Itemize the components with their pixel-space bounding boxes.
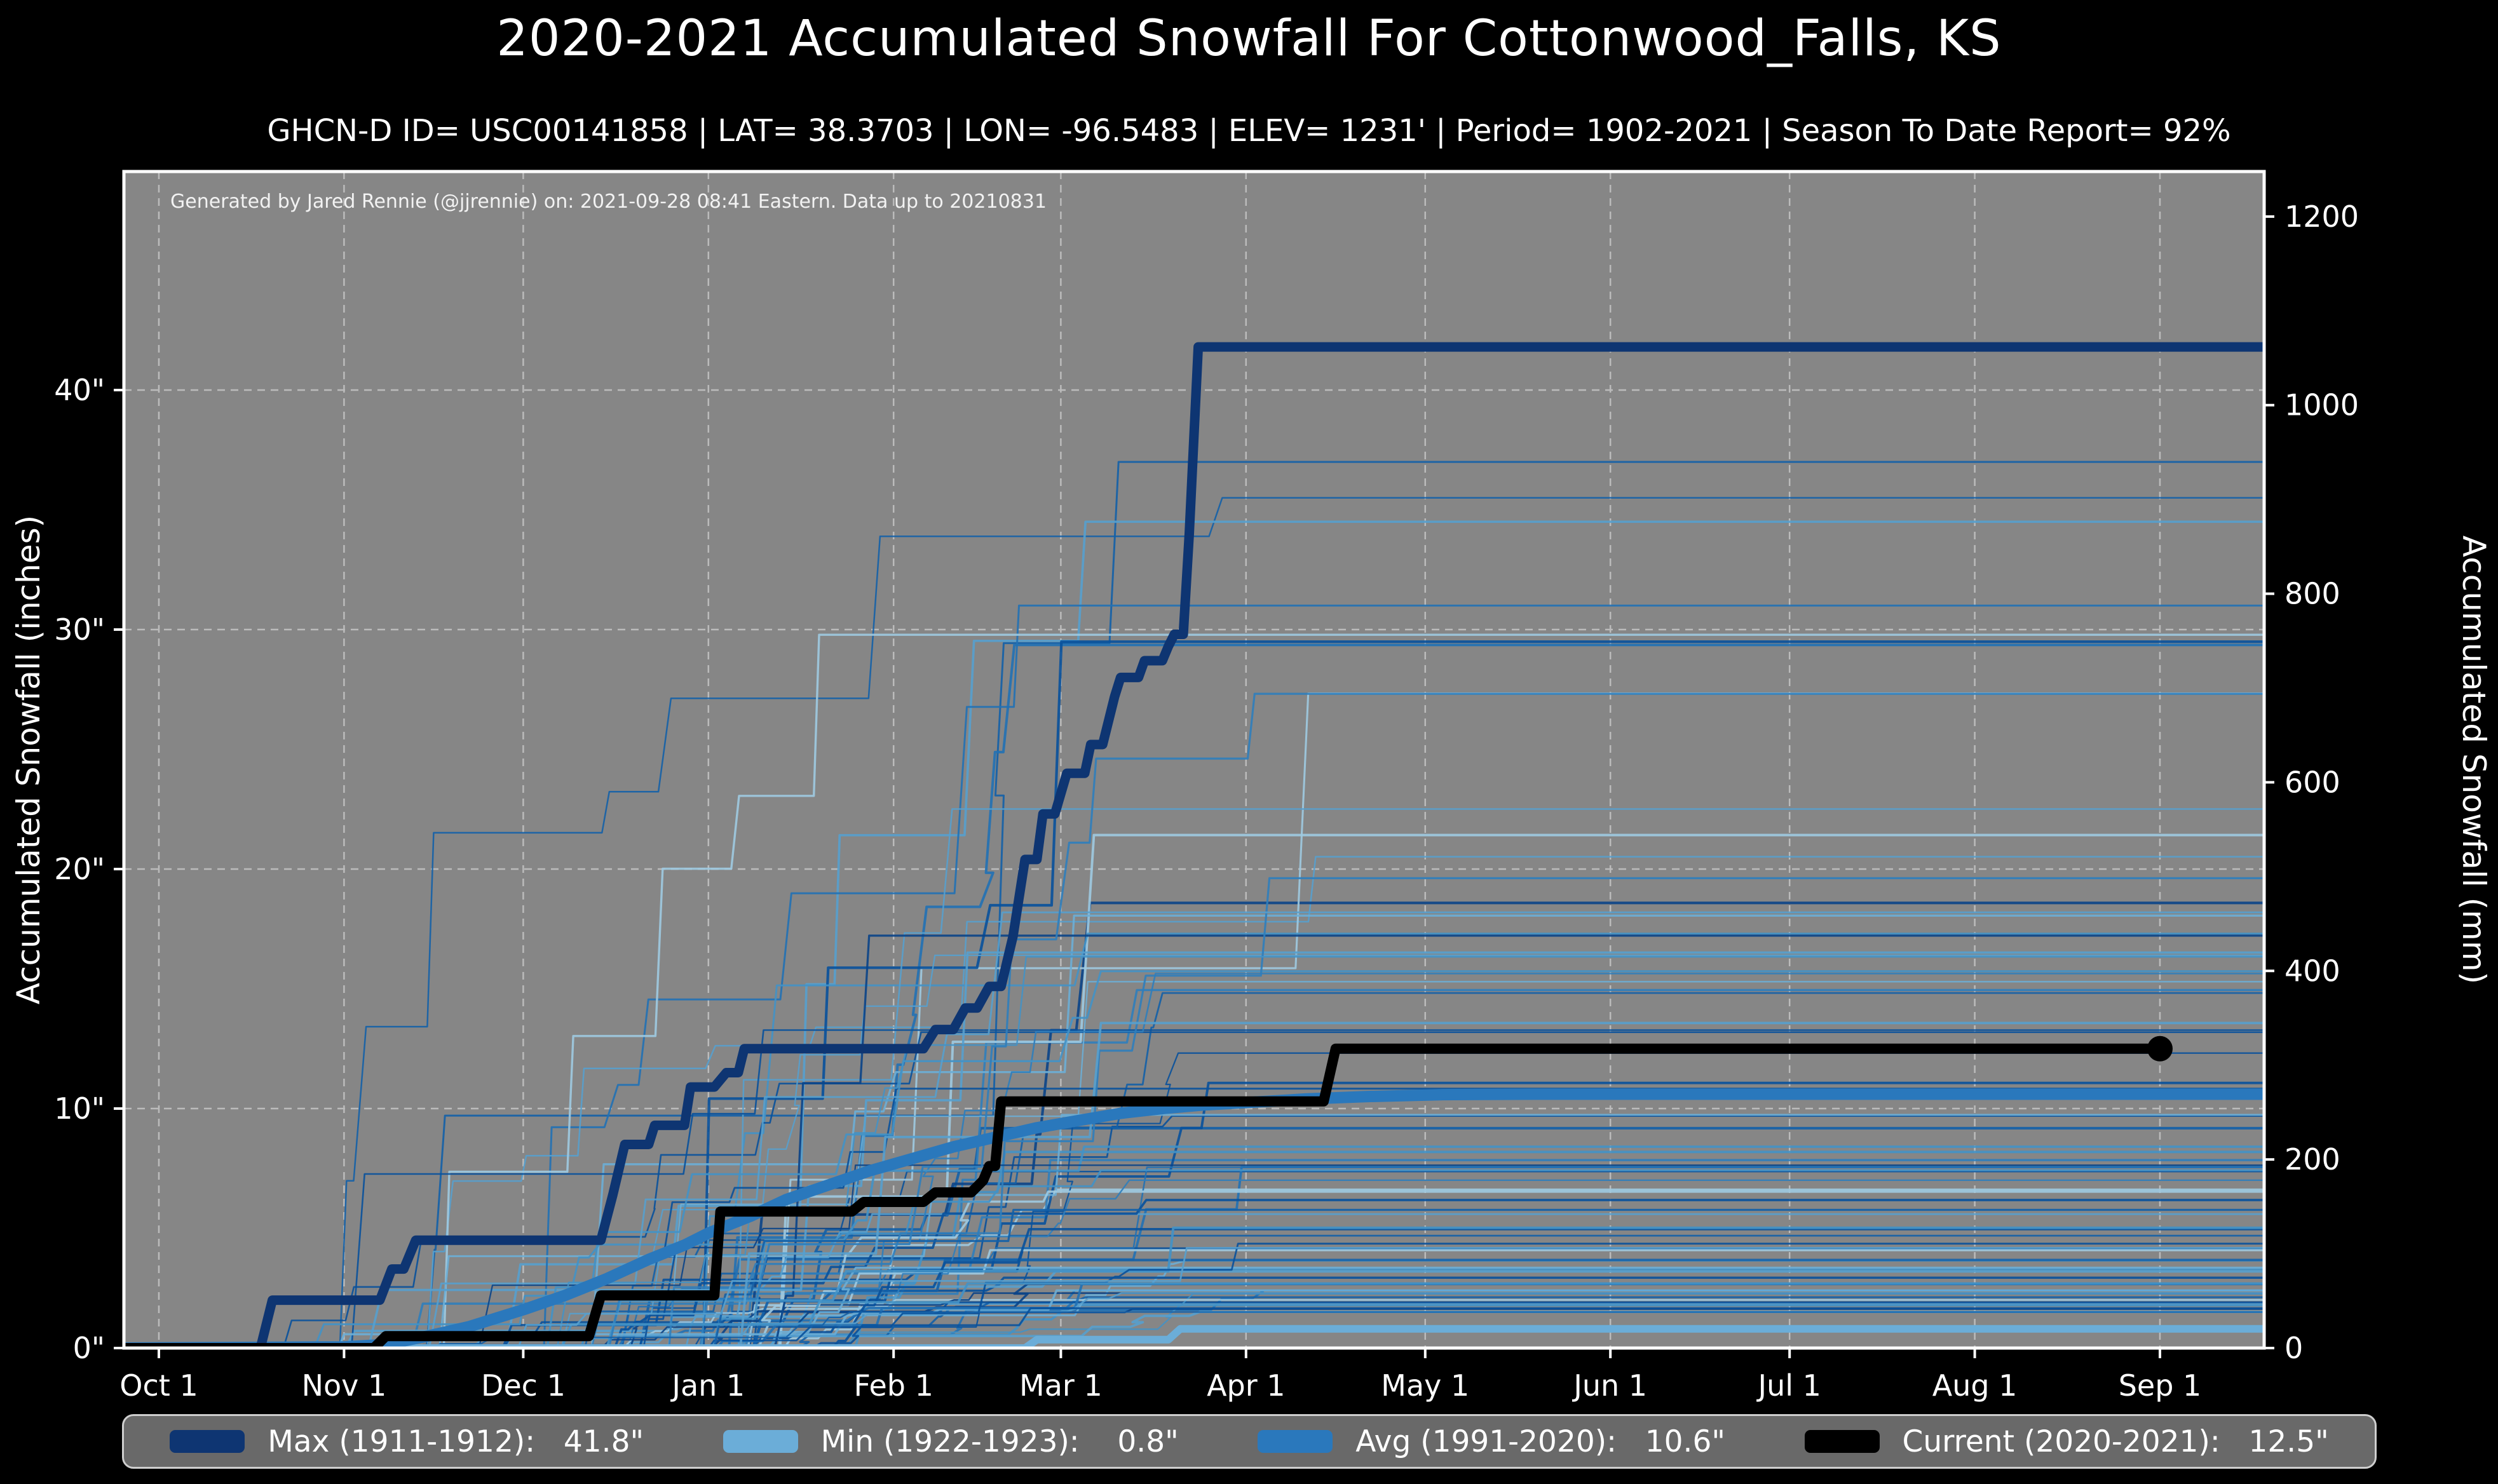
bg-year-line <box>124 633 2264 1348</box>
y-right-tick-label: 600 <box>2284 765 2340 799</box>
bg-year-line <box>124 1246 2264 1348</box>
current-end-dot <box>2147 1035 2173 1062</box>
bg-year-line <box>124 1311 2264 1348</box>
chart-lines <box>124 342 2264 1348</box>
bg-year-line <box>124 497 2264 1348</box>
bg-year-line <box>124 1289 2264 1348</box>
y-left-tick-label: 10" <box>54 1091 105 1126</box>
y-right-tick-label: 1000 <box>2284 388 2359 422</box>
y-right-axis-title: Accumulated Snowfall (mm) <box>2455 536 2492 984</box>
current-line-swatch <box>1804 1430 1880 1453</box>
bg-year-line <box>124 1029 2264 1348</box>
bg-year-line <box>124 1199 2264 1348</box>
bg-year-line <box>124 1115 2264 1348</box>
bg-year-line <box>124 520 2264 1348</box>
min-line-swatch <box>723 1430 798 1453</box>
x-tick-label: May 1 <box>1381 1368 1469 1403</box>
max-line-swatch <box>170 1430 245 1453</box>
y-left-tick-label: 20" <box>54 852 105 886</box>
bg-year-line <box>124 877 2264 1348</box>
bg-year-line <box>124 933 2264 1348</box>
legend-label-max: Max (1911-1912): 41.8" <box>268 1424 644 1459</box>
page-title: 2020-2021 Accumulated Snowfall For Cotto… <box>496 10 2002 67</box>
x-tick-label: Dec 1 <box>481 1368 566 1403</box>
current-line <box>124 1043 2165 1348</box>
x-tick-label: Aug 1 <box>1932 1368 2018 1403</box>
bg-year-line <box>124 604 2264 1348</box>
x-tick-label: Jun 1 <box>1571 1368 1647 1403</box>
y-left-tick-label: 40" <box>54 373 105 407</box>
avg-line-swatch <box>1258 1430 1333 1453</box>
bg-year-line <box>124 1159 2264 1348</box>
bg-year-line <box>124 1022 2264 1348</box>
bg-year-line <box>124 1247 2264 1348</box>
bg-year-line <box>124 1307 2264 1348</box>
y-left-tick-label: 30" <box>54 612 105 647</box>
bg-year-line <box>124 856 2264 1348</box>
y-left-axis-title: Accumulated Snowfall (inches) <box>10 515 47 1004</box>
x-tick-label: Apr 1 <box>1207 1368 1285 1403</box>
legend-entry-min: Min (1922-1923): 0.8" <box>723 1424 1179 1459</box>
station-metadata-subtitle: GHCN-D ID= USC00141858 | LAT= 38.3703 | … <box>267 113 2231 149</box>
legend-label-current: Current (2020-2021): 12.5" <box>1902 1424 2329 1459</box>
bg-year-line <box>124 934 2264 1348</box>
y-right-tick-label: 200 <box>2284 1142 2340 1177</box>
axis-ticks-labels: Oct 1 Nov 1 Dec 1 Jan 1 Feb 1 Mar 1 Apr 1 May 1… <box>54 199 2359 1403</box>
y-right-tick-label: 400 <box>2284 954 2340 988</box>
x-tick-label: Jul 1 <box>1756 1368 1821 1403</box>
x-tick-label: Oct 1 <box>119 1368 198 1403</box>
bg-year-line <box>124 1179 2264 1348</box>
bg-year-line <box>124 1150 2264 1348</box>
bg-year-line <box>124 1243 2264 1348</box>
bg-year-line <box>124 1234 2264 1348</box>
min-line <box>124 1325 2264 1348</box>
max-line <box>124 342 2264 1348</box>
x-tick-label: Mar 1 <box>1019 1368 1103 1403</box>
bg-year-line <box>124 1266 2264 1348</box>
bg-year-line <box>124 970 2264 1348</box>
plot-spines <box>122 170 2266 1350</box>
y-right-tick-label: 0 <box>2284 1331 2303 1365</box>
generated-by-annotation: Generated by Jared Rennie (@jjrennie) on… <box>170 191 1047 213</box>
y-left-tick-label: 0" <box>73 1331 105 1365</box>
bg-year-line <box>124 644 2264 1348</box>
chart-legend: Max (1911-1912): 41.8" Min (1922-1923): … <box>122 1414 2377 1469</box>
bg-year-line <box>124 808 2264 1348</box>
legend-entry-max: Max (1911-1912): 41.8" <box>170 1424 644 1459</box>
bg-year-line <box>124 973 2264 1348</box>
background-year-lines <box>124 461 2264 1348</box>
bg-year-line <box>124 1293 2264 1348</box>
bg-year-line <box>124 1208 2264 1348</box>
legend-label-min: Min (1922-1923): 0.8" <box>820 1424 1179 1459</box>
bg-year-line <box>124 914 2264 1348</box>
y-right-tick-label: 800 <box>2284 577 2340 611</box>
bg-year-line <box>124 988 2264 1348</box>
x-tick-label: Jan 1 <box>670 1368 745 1403</box>
bg-year-line <box>124 1226 2264 1348</box>
bg-year-line <box>124 1270 2264 1348</box>
bg-year-line <box>124 1282 2264 1348</box>
legend-label-avg: Avg (1991-2020): 10.6" <box>1355 1424 1726 1459</box>
x-tick-label: Sep 1 <box>2119 1368 2202 1403</box>
x-tick-label: Nov 1 <box>302 1368 387 1403</box>
bg-year-line <box>124 1088 2264 1348</box>
bg-year-line <box>124 911 2264 1348</box>
bg-year-line <box>124 692 2264 1348</box>
x-tick-label: Feb 1 <box>854 1368 933 1403</box>
legend-entry-current: Current (2020-2021): 12.5" <box>1804 1424 2329 1459</box>
legend-entry-avg: Avg (1991-2020): 10.6" <box>1258 1424 1725 1459</box>
bg-year-line <box>124 1031 2264 1348</box>
y-right-tick-label: 1200 <box>2284 199 2359 234</box>
